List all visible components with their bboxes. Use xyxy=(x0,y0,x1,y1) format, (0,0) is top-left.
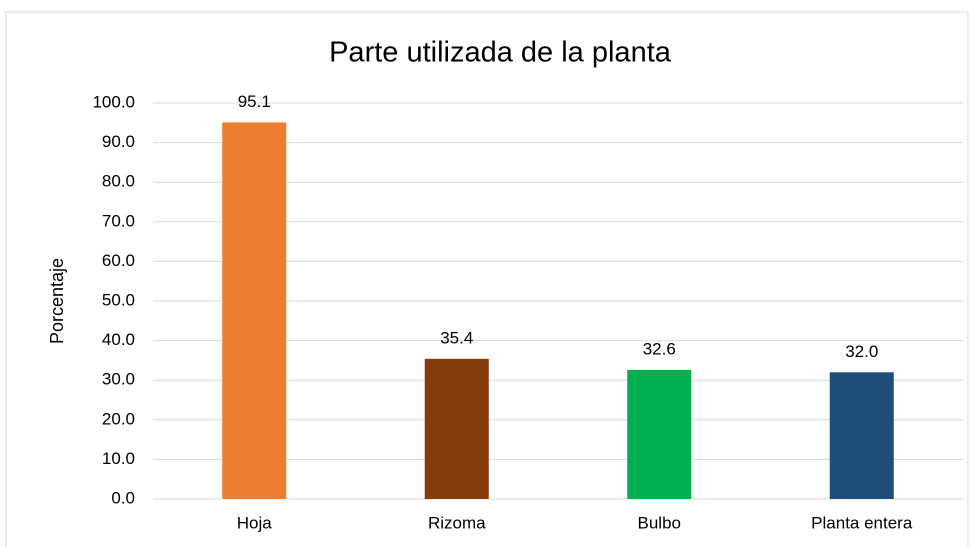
data-label: 95.1 xyxy=(238,92,271,111)
x-tick-label: Hoja xyxy=(237,513,273,532)
y-tick-label: 70.0 xyxy=(102,211,135,230)
x-tick-label: Rizoma xyxy=(428,513,486,532)
y-tick-label: 30.0 xyxy=(102,370,135,389)
y-tick-label: 80.0 xyxy=(102,172,135,191)
bar xyxy=(222,122,287,500)
chart-title: Parte utilizada de la planta xyxy=(329,37,672,69)
data-label: 32.0 xyxy=(845,342,878,361)
data-label: 35.4 xyxy=(440,328,473,347)
y-tick-label: 40.0 xyxy=(102,330,135,349)
y-tick-label: 100.0 xyxy=(92,92,135,111)
x-tick-label: Planta entera xyxy=(811,513,913,532)
y-tick-label: 10.0 xyxy=(102,449,135,468)
bar xyxy=(829,372,894,499)
y-tick-label: 50.0 xyxy=(102,290,135,309)
y-tick-label: 60.0 xyxy=(102,251,135,270)
x-tick-label: Bulbo xyxy=(638,513,681,532)
data-label: 32.6 xyxy=(643,339,676,358)
bar xyxy=(424,358,489,499)
y-tick-label: 90.0 xyxy=(102,132,135,151)
y-tick-label: 0.0 xyxy=(111,488,135,507)
y-tick-label: 20.0 xyxy=(102,409,135,428)
bar xyxy=(627,369,692,499)
y-axis-label: Porcentaje xyxy=(47,258,67,344)
